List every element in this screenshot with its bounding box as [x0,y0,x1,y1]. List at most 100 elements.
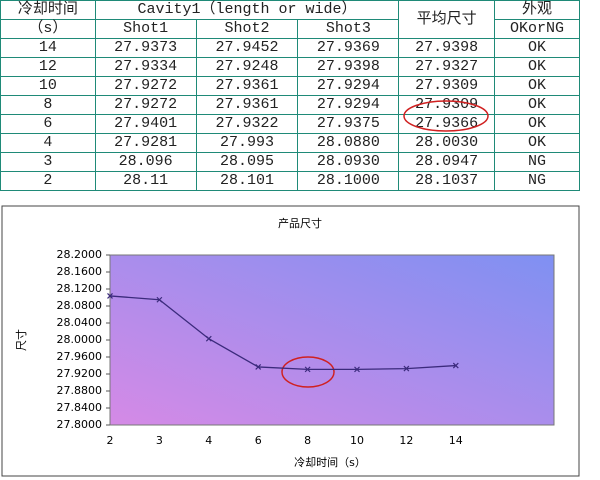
header-cell: Cavity1（length or wide） [94,0,400,20]
data-row: 3 28.096 28.095 28.0930 28.0947 NG [0,152,580,172]
table-cell: 28.095 [195,152,299,172]
table-cell: 27.9294 [297,95,400,115]
data-row: 14 27.9373 27.9452 27.9369 27.9398 OK [0,38,580,58]
header-cell: 冷却时间 [0,0,96,20]
table-cell: 6 [0,114,96,134]
data-row: 8 27.9272 27.9361 27.9294 27.9309 OK [0,95,580,115]
table-cell: 27.9327 [398,57,496,77]
header-cell: Shot1 [94,19,197,39]
data-line [109,295,456,371]
table-cell: 28.0880 [297,133,400,153]
data-row: 2 28.11 28.101 28.1000 28.1037 NG [0,171,580,191]
header-cell: （s） [0,19,96,39]
y-tick-label: 27.8800 [57,384,103,397]
y-tick-label: 28.0400 [57,316,103,329]
table-cell: 28.0930 [297,152,400,172]
table-cell: 27.9361 [195,95,299,115]
header-row: （s） Shot1 Shot2 Shot3 OKorNG [0,19,580,39]
table-cell: 27.9272 [94,76,197,96]
data-marker [156,296,163,303]
header-cell: OKorNG [494,19,580,39]
y-axis-label: 尺寸 [14,329,28,351]
table-cell: OK [494,133,580,153]
table-cell: 28.11 [94,171,197,191]
x-tick-label: 8 [304,434,311,447]
y-tick-label: 27.9200 [57,367,103,380]
x-tick-label: 6 [255,434,262,447]
data-row: 4 27.9281 27.993 28.0880 28.0030 OK [0,133,580,153]
x-tick-label: 2 [107,434,114,447]
table-cell: OK [494,114,580,134]
data-marker [403,365,410,372]
y-tick-label: 28.1200 [57,282,103,295]
x-tick-label: 3 [156,434,163,447]
y-tick-label: 28.0000 [57,333,103,346]
data-row: 6 27.9401 27.9322 27.9375 27.9366 OK [0,114,580,134]
table-cell: 14 [0,38,96,58]
chart-title: 产品尺寸 [278,216,322,230]
data-marker [107,293,113,299]
x-tick-label: 10 [350,434,364,447]
y-tick-label: 27.9600 [57,350,103,363]
data-marker [205,335,212,342]
table-cell: 27.9366 [398,114,496,134]
table-cell: 28.0947 [398,152,496,172]
header-cell: Shot2 [195,19,299,39]
table-cell: NG [494,152,580,172]
data-marker [452,362,459,369]
table-cell: 2 [0,171,96,191]
table-cell: 4 [0,133,96,153]
table-cell: 27.9452 [195,38,299,58]
table-cell: OK [494,76,580,96]
table-cell: OK [494,95,580,115]
table-cell: 27.9398 [297,57,400,77]
table-cell: 28.101 [195,171,299,191]
x-tick-label: 12 [399,434,413,447]
highlight-circle [281,356,335,388]
x-axis-label: 冷却时间（s） [294,456,366,469]
table-cell: 27.9375 [297,114,400,134]
table-cell: 10 [0,76,96,96]
table-cell: 27.993 [195,133,299,153]
table-cell: 27.9309 [398,76,496,96]
table-cell: 27.9272 [94,95,197,115]
y-tick-label: 28.2000 [57,248,103,261]
table-cell: 27.9294 [297,76,400,96]
table-cell: 27.9248 [195,57,299,77]
data-marker [255,364,262,370]
table-cell: 12 [0,57,96,77]
data-row: 10 27.9272 27.9361 27.9294 27.9309 OK [0,76,580,96]
table-cell: 27.9281 [94,133,197,153]
y-tick-label: 27.8400 [57,401,103,414]
table-cell: 27.9369 [297,38,400,58]
table-cell: 27.9398 [398,38,496,58]
table-cell: 27.9334 [94,57,197,77]
y-tick-label: 27.8000 [57,418,103,431]
table-cell: NG [494,171,580,191]
header-cell: Shot3 [297,19,400,39]
header-row: 冷却时间 Cavity1（length or wide） 平均尺寸 外观 [0,0,580,39]
chart: 产品尺寸 尺寸 冷却时间（s） 27.8000 27.8400 27.8800 27.… [1,205,580,477]
table-cell: OK [494,57,580,77]
table-cell: 27.9309 [398,95,496,115]
table-cell: 27.9322 [195,114,299,134]
header-cell: 外观 [494,0,580,20]
x-tick-label: 4 [205,434,212,447]
header-cell: 平均尺寸 [398,0,496,39]
table-cell: 27.9401 [94,114,197,134]
data-table: 冷却时间 Cavity1（length or wide） 平均尺寸 外观 （s）… [0,0,580,191]
data-marker [304,366,311,373]
y-tick-label: 28.1600 [57,265,103,278]
table-cell: 27.9361 [195,76,299,96]
table-cell: 3 [0,152,96,172]
data-marker [354,366,360,373]
table-cell: 27.9373 [94,38,197,58]
plot-area [109,254,555,426]
table-cell: 8 [0,95,96,115]
table-cell: 28.1000 [297,171,400,191]
table-cell: OK [494,38,580,58]
y-tick-label: 28.0800 [57,299,103,312]
table-cell: 28.0030 [398,133,496,153]
table-cell: 28.1037 [398,171,496,191]
